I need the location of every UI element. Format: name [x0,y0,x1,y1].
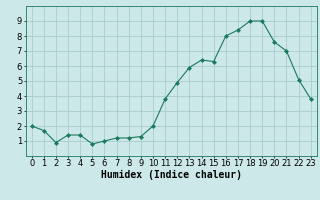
X-axis label: Humidex (Indice chaleur): Humidex (Indice chaleur) [101,170,242,180]
